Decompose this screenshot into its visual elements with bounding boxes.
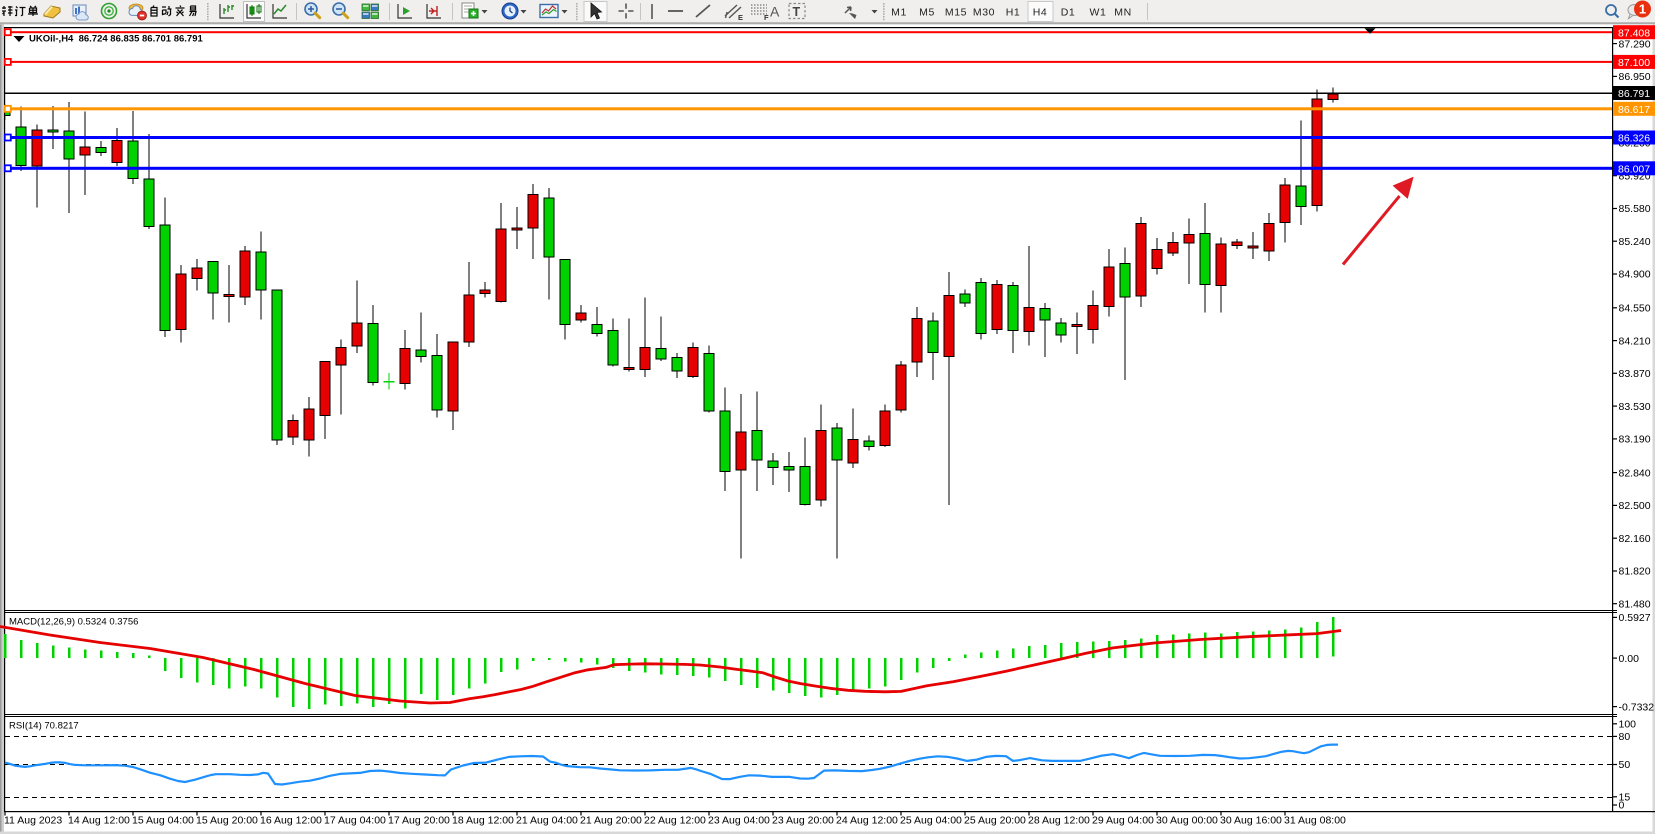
svg-text:14 Aug 12:00: 14 Aug 12:00 [68, 815, 130, 827]
svg-text:M1: M1 [891, 7, 907, 19]
svg-text:86.007: 86.007 [1618, 164, 1650, 176]
svg-text:84.900: 84.900 [1619, 269, 1651, 281]
svg-text:83.530: 83.530 [1619, 401, 1651, 413]
svg-text:MN: MN [1114, 7, 1132, 19]
svg-text:23 Aug 20:00: 23 Aug 20:00 [772, 815, 834, 827]
svg-text:RSI(14) 70.8217: RSI(14) 70.8217 [9, 721, 79, 732]
svg-text:M30: M30 [973, 7, 995, 19]
svg-text:22 Aug 12:00: 22 Aug 12:00 [644, 815, 706, 827]
svg-text:21 Aug 04:00: 21 Aug 04:00 [516, 815, 578, 827]
svg-text:0: 0 [1619, 800, 1625, 812]
svg-text:86.950: 86.950 [1619, 71, 1651, 83]
svg-text:0.00: 0.00 [1619, 653, 1640, 665]
svg-text:31 Aug 08:00: 31 Aug 08:00 [1284, 815, 1346, 827]
svg-text:E: E [738, 13, 743, 22]
svg-text:MACD(12,26,9) 0.5324 0.3756: MACD(12,26,9) 0.5324 0.3756 [9, 617, 138, 628]
svg-text:87.290: 87.290 [1619, 38, 1651, 50]
svg-text:-0.7332: -0.7332 [1619, 701, 1655, 713]
svg-text:28 Aug 12:00: 28 Aug 12:00 [1028, 815, 1090, 827]
svg-text:11 Aug 2023: 11 Aug 2023 [4, 815, 62, 827]
svg-text:30 Aug 00:00: 30 Aug 00:00 [1156, 815, 1218, 827]
svg-text:UKOil-,H4 86.724 86.835 86.70: UKOil-,H4 86.724 86.835 86.701 86.791 [29, 34, 203, 45]
svg-text:F: F [764, 13, 769, 22]
svg-text:86.617: 86.617 [1618, 104, 1650, 116]
svg-text:83.190: 83.190 [1619, 434, 1651, 446]
svg-text:M5: M5 [919, 7, 935, 19]
svg-text:0.5927: 0.5927 [1619, 612, 1651, 624]
svg-text:83.870: 83.870 [1619, 368, 1651, 380]
svg-text:T: T [793, 5, 801, 19]
svg-text:21 Aug 20:00: 21 Aug 20:00 [580, 815, 642, 827]
svg-text:17 Aug 04:00: 17 Aug 04:00 [324, 815, 386, 827]
svg-text:81.820: 81.820 [1619, 566, 1651, 578]
svg-text:H4: H4 [1033, 7, 1048, 19]
svg-text:15 Aug 04:00: 15 Aug 04:00 [132, 815, 194, 827]
svg-text:82.840: 82.840 [1619, 467, 1651, 479]
svg-text:1: 1 [1639, 2, 1646, 17]
svg-text:24 Aug 12:00: 24 Aug 12:00 [836, 815, 898, 827]
svg-text:25 Aug 20:00: 25 Aug 20:00 [964, 815, 1026, 827]
svg-text:82.500: 82.500 [1619, 500, 1651, 512]
svg-text:85.240: 85.240 [1619, 236, 1651, 248]
svg-text:D1: D1 [1061, 7, 1076, 19]
svg-text:18 Aug 12:00: 18 Aug 12:00 [452, 815, 514, 827]
svg-text:87.408: 87.408 [1618, 27, 1650, 39]
svg-text:23 Aug 04:00: 23 Aug 04:00 [708, 815, 770, 827]
svg-text:81.480: 81.480 [1619, 598, 1651, 610]
svg-text:15 Aug 20:00: 15 Aug 20:00 [196, 815, 258, 827]
svg-text:86.326: 86.326 [1618, 133, 1650, 145]
svg-text:80: 80 [1619, 731, 1631, 743]
svg-text:15: 15 [1619, 792, 1631, 804]
svg-text:84.550: 84.550 [1619, 303, 1651, 315]
svg-text:84.210: 84.210 [1619, 335, 1651, 347]
svg-text:17 Aug 20:00: 17 Aug 20:00 [388, 815, 450, 827]
svg-text:W1: W1 [1090, 7, 1107, 19]
svg-text:86.791: 86.791 [1618, 88, 1650, 100]
svg-text:M15: M15 [945, 7, 967, 19]
svg-text:25 Aug 04:00: 25 Aug 04:00 [900, 815, 962, 827]
svg-text:30 Aug 16:00: 30 Aug 16:00 [1220, 815, 1282, 827]
svg-text:A: A [770, 4, 780, 20]
svg-text:H1: H1 [1006, 7, 1021, 19]
svg-text:87.100: 87.100 [1618, 57, 1650, 69]
svg-text:16 Aug 12:00: 16 Aug 12:00 [260, 815, 322, 827]
svg-text:82.160: 82.160 [1619, 533, 1651, 545]
svg-text:50: 50 [1619, 759, 1631, 771]
svg-text:85.580: 85.580 [1619, 203, 1651, 215]
svg-text:100: 100 [1619, 719, 1637, 731]
svg-text:29 Aug 04:00: 29 Aug 04:00 [1092, 815, 1154, 827]
